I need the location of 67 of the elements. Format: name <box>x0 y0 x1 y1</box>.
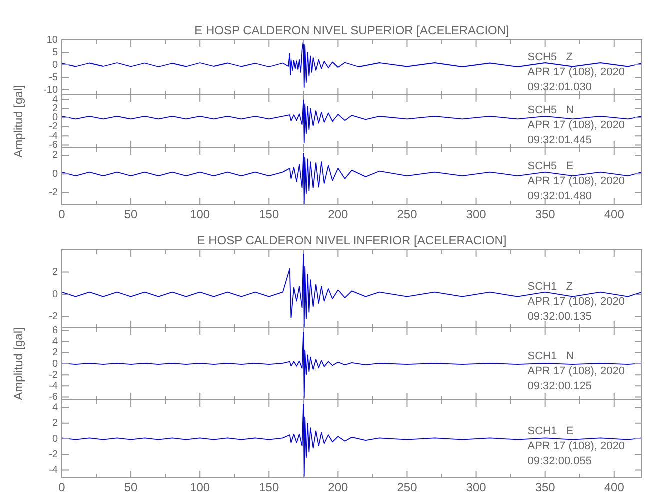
y-tick-label: -5 <box>49 72 58 84</box>
x-tick-label: 50 <box>124 208 138 222</box>
x-tick-label: 100 <box>190 208 210 222</box>
annotation: APR 17 (108), 2020 <box>528 66 625 79</box>
x-tick-label: 100 <box>190 480 210 495</box>
y-tick-label: -2 <box>49 122 58 133</box>
y-tick-label: 2 <box>52 103 58 114</box>
annotation: SCH1 Z <box>528 281 574 294</box>
y-tick-label: 2 <box>52 267 58 278</box>
annotation: SCH1 N <box>528 350 574 363</box>
x-tick-label: 250 <box>397 208 418 222</box>
y-tick-label: -6 <box>49 140 58 152</box>
x-tick-label: 350 <box>535 480 556 495</box>
y-tick-label: -4 <box>49 130 58 142</box>
y-tick-label: 0 <box>52 112 58 124</box>
x-tick-label: 400 <box>604 480 625 495</box>
y-tick-label: 5 <box>52 47 58 58</box>
annotation: SCH1 E <box>528 426 574 438</box>
x-tick-label: 200 <box>328 480 349 495</box>
y-tick-label: -2 <box>49 449 58 460</box>
annotation: APR 17 (108), 2020 <box>528 366 625 378</box>
y-tick-label: 4 <box>52 336 58 348</box>
y-tick-label: -4 <box>49 464 58 476</box>
annotation: 09:32:00.135 <box>528 311 592 324</box>
x-tick-label: 300 <box>466 208 487 222</box>
annotation: 09:32:01.480 <box>528 190 592 203</box>
chart-title: E HOSP CALDERON NIVEL SUPERIOR [ACELERACION] <box>194 23 510 38</box>
x-tick-label: 150 <box>259 208 280 222</box>
y-tick-label: -2 <box>49 370 58 381</box>
x-tick-label: 350 <box>535 208 556 222</box>
y-tick-label: -2 <box>49 312 58 323</box>
y-tick-label: 0 <box>52 289 58 300</box>
annotation: SCH5 N <box>528 104 574 116</box>
x-tick-label: 50 <box>124 480 138 495</box>
y-axis-title: Amplitud [gal] <box>12 85 26 158</box>
annotation: 09:32:00.125 <box>528 380 592 393</box>
y-tick-label: 2 <box>52 418 58 430</box>
annotation: 09:32:01.445 <box>528 134 592 146</box>
annotation: SCH5 E <box>528 160 574 173</box>
annotation: APR 17 (108), 2020 <box>528 296 625 308</box>
x-tick-label: 200 <box>328 208 349 222</box>
y-tick-label: -6 <box>49 392 58 403</box>
y-tick-label: -4 <box>49 380 58 392</box>
annotation: SCH5 Z <box>528 52 574 64</box>
y-tick-label: 6 <box>52 326 58 337</box>
y-tick-label: -10 <box>44 84 58 96</box>
x-tick-label: 250 <box>397 480 418 495</box>
x-tick-label: 300 <box>466 480 487 495</box>
y-tick-label: 4 <box>52 94 58 106</box>
annotation: 09:32:01.030 <box>528 82 592 94</box>
y-tick-label: -2 <box>49 188 58 199</box>
y-tick-label: 2 <box>52 150 58 162</box>
annotation: 09:32:00.055 <box>528 456 592 468</box>
y-tick-label: 10 <box>46 34 58 46</box>
y-tick-label: 0 <box>52 358 58 370</box>
y-tick-label: 4 <box>52 402 58 414</box>
annotation: APR 17 (108), 2020 <box>528 176 625 188</box>
y-tick-label: 0 <box>52 434 58 445</box>
chart-title: E HOSP CALDERON NIVEL INFERIOR [ACELERACION] <box>197 233 507 248</box>
y-tick-label: 0 <box>52 168 58 180</box>
y-tick-label: 2 <box>52 348 58 359</box>
x-tick-label: 400 <box>604 208 625 222</box>
y-axis-title: Amplitud [gal] <box>12 328 26 400</box>
annotation: APR 17 (108), 2020 <box>528 440 625 453</box>
y-tick-label: 0 <box>52 60 58 71</box>
x-tick-label: 150 <box>259 480 280 495</box>
annotation: APR 17 (108), 2020 <box>528 119 625 132</box>
